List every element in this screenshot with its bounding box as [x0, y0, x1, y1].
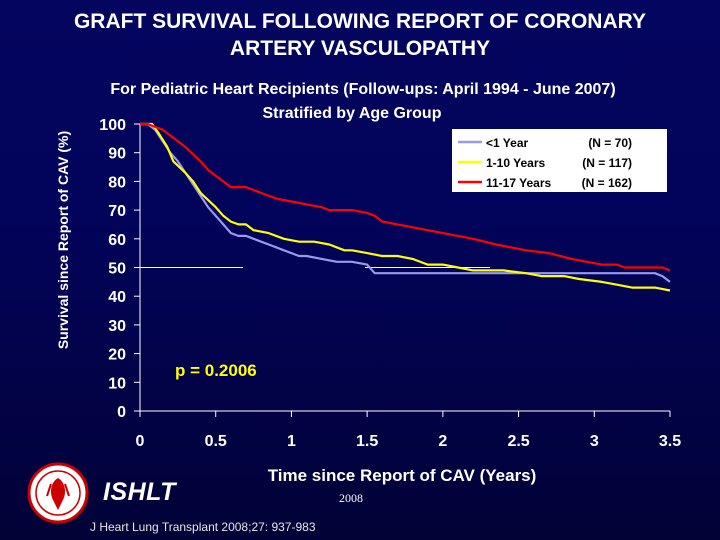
y-tick-label: 20 — [108, 347, 126, 364]
legend: <1 Year (N = 70) 1-10 Years (N = 117) 11-17 … — [452, 129, 667, 192]
x-tick-label: 3.5 — [659, 433, 681, 450]
legend-label: 1-10 Years — [486, 156, 545, 170]
report-year: 2008 — [339, 491, 363, 505]
x-tick-label: 1.5 — [356, 433, 378, 450]
x-tick-label: 2.5 — [507, 433, 529, 450]
chart-subtitle: For Pediatric Heart Recipients (Follow-u… — [110, 81, 615, 98]
chart-title-line2: ARTERY VASCULOPATHY — [229, 37, 491, 60]
y-tick-label: 100 — [99, 117, 126, 134]
series-layer — [140, 122, 671, 292]
x-tick-label: 2 — [438, 433, 447, 450]
ishlt-logo — [27, 462, 89, 529]
chart-title-line1: GRAFT SURVIVAL FOLLOWING REPORT OF CORON… — [73, 10, 647, 33]
y-tick-label: 50 — [108, 261, 126, 278]
chart-subtitle-2: Stratified by Age Group — [263, 105, 442, 122]
series-line-1 — [140, 122, 671, 292]
legend-box — [452, 129, 667, 192]
legend-n-label: (N = 70) — [588, 136, 632, 150]
p-value-annotation: p = 0.2006 — [175, 361, 257, 380]
y-tick-label: 90 — [108, 146, 126, 163]
chart-title: GRAFT SURVIVAL FOLLOWING REPORT OF CORON… — [0, 8, 720, 62]
x-axis-label: Time since Report of CAV (Years) — [268, 466, 537, 485]
x-tick-label: 0 — [136, 433, 145, 450]
y-tick-label: 80 — [108, 174, 126, 191]
ishlt-logo-text: ISHLT — [103, 478, 176, 506]
y-tick-label: 40 — [108, 289, 126, 306]
citation: J Heart Lung Transplant 2008;27: 937-983 — [90, 520, 316, 534]
y-tick-label: 10 — [108, 375, 126, 392]
axes: 0 10 20 30 40 50 60 70 80 90 100 0 0.5 1 1.5 2 2.5 3 3.5 — [99, 117, 681, 450]
legend-label: 11-17 Years — [486, 176, 552, 190]
series-line-2 — [140, 122, 671, 272]
y-tick-label: 0 — [117, 404, 126, 421]
legend-n-label: (N = 117) — [582, 156, 632, 170]
x-tick-label: 0.5 — [205, 433, 227, 450]
legend-n-label: (N = 162) — [582, 176, 632, 190]
y-tick-label: 60 — [108, 232, 126, 249]
y-tick-label: 70 — [108, 203, 126, 220]
x-tick-label: 1 — [287, 433, 296, 450]
y-tick-label: 30 — [108, 318, 126, 335]
x-tick-label: 3 — [590, 433, 599, 450]
y-axis-label: Survival since Report of CAV (%) — [55, 131, 71, 349]
legend-label: <1 Year — [486, 136, 528, 150]
